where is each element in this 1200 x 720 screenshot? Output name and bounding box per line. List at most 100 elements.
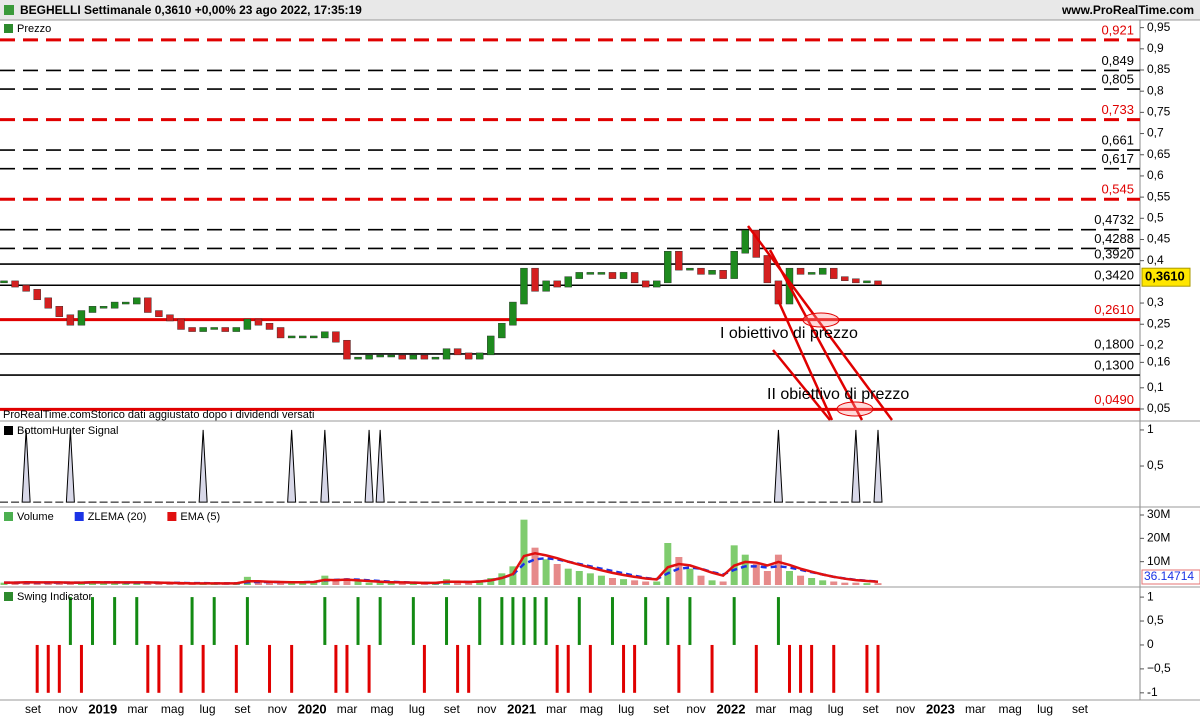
volume-bar — [797, 575, 805, 585]
x-tick-label: mar — [546, 702, 567, 716]
panel-title: Prezzo — [17, 23, 51, 35]
candle — [741, 229, 749, 254]
swing-bar — [268, 644, 272, 693]
x-tick-label: nov — [58, 702, 77, 716]
candle — [77, 310, 86, 326]
candle — [653, 280, 661, 288]
y-tick-label: 0,4 — [1147, 253, 1164, 267]
level-label: 0,3920 — [1094, 247, 1134, 262]
candle — [818, 267, 827, 275]
swing-bar — [57, 644, 61, 693]
y-tick-label: 0,5 — [1147, 210, 1164, 224]
y-tick-label: 0,9 — [1147, 41, 1164, 55]
candle — [243, 318, 252, 330]
signal-spike — [287, 429, 297, 503]
x-tick-label: lug — [828, 702, 844, 716]
swing-bar — [135, 597, 139, 645]
candle — [332, 331, 340, 343]
swing-bar — [776, 597, 780, 645]
swing-bar — [91, 597, 95, 645]
y-tick-label: 0,2 — [1147, 338, 1164, 352]
candle — [453, 348, 462, 356]
candle — [398, 354, 406, 360]
y-tick-label: 0,55 — [1147, 189, 1171, 203]
level-label: 0,733 — [1101, 102, 1134, 117]
volume-bar — [830, 581, 838, 585]
volume-bar — [620, 579, 628, 585]
candle — [830, 267, 838, 279]
candle — [597, 272, 606, 275]
swing-bar — [234, 644, 238, 693]
x-tick-label: lug — [199, 702, 215, 716]
candle — [564, 276, 572, 288]
last-price-label: 0,3610 — [1145, 269, 1185, 284]
level-label: 0,4288 — [1094, 231, 1134, 246]
legend-swatch — [4, 592, 13, 601]
value-tag-label: 36.14714 — [1144, 569, 1194, 583]
swing-bar — [245, 597, 249, 645]
candle — [66, 314, 75, 326]
swing-bar — [688, 597, 692, 645]
candle — [586, 272, 595, 275]
x-tick-label: mar — [127, 702, 148, 716]
swing-bar — [113, 597, 117, 645]
swing-bar — [865, 644, 869, 693]
header-title: BEGHELLI Settimanale 0,3610 +0,00% 23 ag… — [20, 3, 362, 17]
volume-bar — [697, 575, 705, 585]
panel-title: Swing Indicator — [17, 591, 93, 603]
candle — [55, 306, 64, 317]
swing-bar — [677, 644, 681, 693]
candle — [33, 289, 41, 301]
level-label: 0,921 — [1101, 22, 1134, 37]
y-tick-label: 1 — [1147, 589, 1154, 603]
candle — [121, 301, 130, 305]
swing-bar — [411, 597, 415, 645]
candle — [807, 272, 816, 275]
x-tick-label: nov — [477, 702, 496, 716]
level-label: 0,0490 — [1094, 392, 1134, 407]
last-price-tag — [1141, 267, 1191, 287]
candle — [321, 331, 329, 339]
level-label: 0,4732 — [1094, 212, 1134, 227]
volume-bar — [819, 580, 827, 585]
candle — [299, 335, 307, 339]
x-tick-label: nov — [686, 702, 705, 716]
candle — [11, 280, 19, 288]
swing-bar — [710, 644, 714, 693]
y-tick-label: -1 — [1147, 685, 1158, 699]
y-tick-label: 10M — [1147, 554, 1170, 568]
level-label: 0,617 — [1101, 151, 1134, 166]
swing-bar — [345, 644, 349, 693]
trend-line — [746, 225, 894, 421]
volume-bar — [841, 582, 849, 585]
y-tick-label: 0,95 — [1147, 20, 1171, 34]
legend-swatch — [4, 512, 13, 521]
swing-bar — [799, 644, 803, 693]
level-label: 0,545 — [1101, 182, 1134, 197]
volume-bar — [398, 583, 406, 585]
legend-label: ZLEMA (20) — [88, 511, 147, 523]
swing-bar — [456, 644, 460, 693]
candle — [553, 280, 561, 288]
candle — [144, 297, 152, 313]
signal-spike — [364, 429, 374, 503]
volume-bar — [642, 581, 650, 585]
volume-bar — [675, 557, 683, 585]
candle — [442, 348, 451, 360]
volume-bar — [708, 580, 716, 585]
annotation: II obiettivo di prezzo — [767, 386, 909, 403]
volume-bar — [299, 582, 307, 585]
note: ProRealTime.comStorico dati aggiustato d… — [3, 409, 314, 421]
candle — [420, 354, 429, 360]
signal-spike — [773, 429, 783, 503]
level-label: 0,1300 — [1094, 358, 1134, 373]
candle — [763, 255, 772, 284]
swing-bar — [787, 644, 791, 693]
header-bar — [0, 0, 1200, 20]
swing-bar — [511, 597, 515, 645]
candle — [863, 280, 871, 284]
swing-bar — [201, 644, 205, 693]
signal-spike — [21, 429, 31, 503]
swing-bar — [633, 644, 637, 693]
legend-label: Volume — [17, 511, 54, 523]
